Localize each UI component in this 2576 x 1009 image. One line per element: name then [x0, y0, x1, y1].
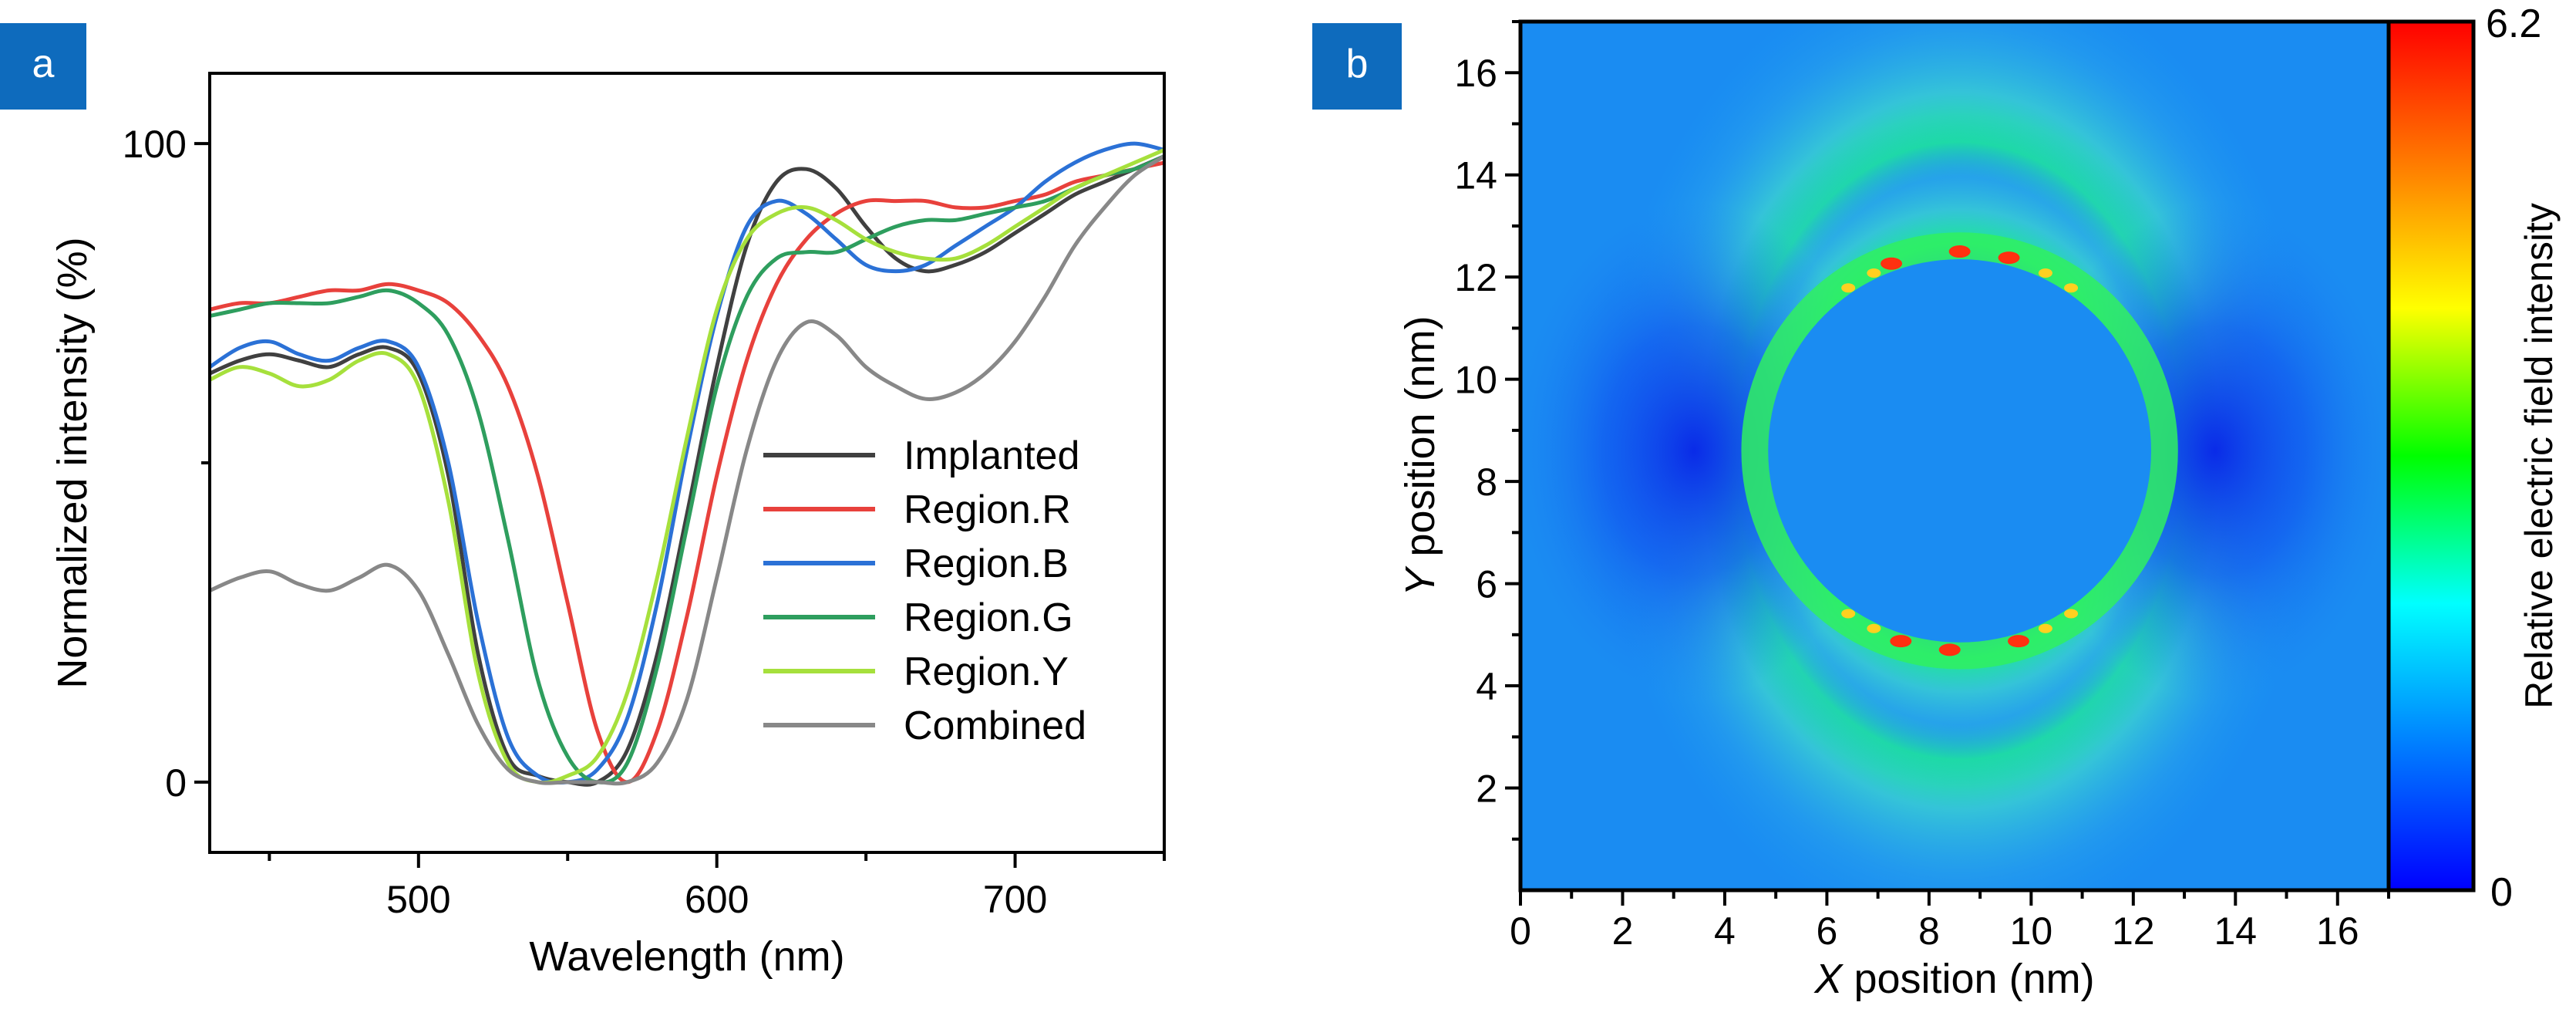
legend-label: Implanted	[904, 434, 1079, 478]
legend-label: Region.B	[904, 542, 1069, 586]
x-axis-label-a: Wavelength (nm)	[529, 933, 844, 980]
y-axis-label-b: Y position (nm)	[1397, 316, 1443, 596]
legend-label: Region.Y	[904, 650, 1069, 694]
y-axis-label-a: Normalized intensity (%)	[49, 237, 96, 688]
hotspot-minor	[2064, 283, 2079, 293]
hotspot-minor	[1867, 623, 1881, 633]
y-tick-label-b: 12	[1454, 256, 1497, 299]
colorbar: 6.2 0 Relative electric field intensity	[2386, 2, 2561, 915]
hotspot	[1998, 251, 2020, 265]
panel-a: a 500 600 700 0 100 Wavelength (nm) Normaliz…	[0, 23, 1166, 980]
hotspot-minor	[2064, 609, 2079, 619]
x-tick-label-b: 8	[1918, 909, 1940, 953]
x-tick-label-a: 700	[983, 878, 1047, 921]
hotspot	[1890, 635, 1912, 648]
chart-a-ticks: 500 600 700 0 100	[123, 123, 1166, 921]
hotspot	[2007, 635, 2029, 648]
y-tick-label-a: 0	[165, 761, 187, 805]
x-tick-label-b: 16	[2316, 909, 2359, 953]
legend-label: Region.G	[904, 596, 1073, 640]
legend-a: Implanted Region.R Region.B Region.G Region.…	[763, 434, 1086, 748]
hotspot-minor	[2038, 268, 2052, 278]
particle-interior	[1768, 258, 2152, 643]
y-tick-label-b: 10	[1454, 359, 1497, 402]
panel-a-badge: a	[0, 23, 86, 110]
hotspot-minor	[1867, 268, 1881, 278]
panel-b-badge: b	[1312, 23, 1402, 110]
colorbar-label: Relative electric field intensity	[2517, 203, 2561, 709]
hotspot	[1881, 257, 1903, 270]
panel-b-label: b	[1346, 42, 1369, 86]
x-tick-label-b: 14	[2214, 909, 2257, 953]
x-tick-label-a: 500	[386, 878, 450, 921]
series-line-region-b	[208, 141, 1165, 785]
hotspot-minor	[2038, 623, 2052, 633]
series-line-region-g	[209, 154, 1166, 785]
y-tick-label-a: 100	[123, 123, 187, 166]
chart-b-ticks: 0 2 4 6 8 10 12 14 16 2 4 6 8 10 12 14 16	[1454, 20, 2390, 953]
hotspot	[1938, 643, 1961, 656]
panel-b: b 0 2 4 6 8 10 12 14 16 2 4 6 8 10 12 14 16 X position (…	[1312, 2, 2561, 1002]
x-tick-label-b: 2	[1612, 909, 1634, 953]
panel-a-label: a	[32, 42, 55, 86]
colorbar-gradient	[2386, 19, 2476, 893]
x-axis-label-b: X position (nm)	[1813, 956, 2094, 1002]
y-tick-label-b: 8	[1476, 461, 1497, 504]
legend-label: Region.R	[904, 488, 1071, 532]
hotspot-minor	[1841, 283, 1856, 293]
y-tick-label-b: 16	[1454, 52, 1497, 95]
colorbar-min-label: 0	[2490, 870, 2513, 915]
x-tick-label-b: 12	[2112, 909, 2155, 953]
x-tick-label-b: 10	[2010, 909, 2053, 953]
series-line-implanted	[208, 154, 1166, 787]
hotspot-minor	[1841, 609, 1856, 619]
series-line-combined	[208, 154, 1166, 786]
series-line-region-y	[208, 148, 1166, 785]
field-intensity-map	[1520, 22, 2389, 890]
colorbar-max-label: 6.2	[2486, 2, 2541, 46]
hotspot	[1948, 245, 1971, 258]
y-tick-label-b: 4	[1476, 665, 1497, 708]
y-tick-label-b: 14	[1454, 154, 1497, 197]
x-tick-label-b: 0	[1510, 909, 1531, 953]
legend-label: Combined	[904, 704, 1086, 748]
y-tick-label-b: 6	[1476, 563, 1497, 606]
x-tick-label-b: 4	[1714, 909, 1736, 953]
chart-a-series	[208, 141, 1166, 787]
series-line-region-r	[209, 160, 1165, 785]
x-tick-label-b: 6	[1817, 909, 1838, 953]
x-tick-label-a: 600	[685, 878, 749, 921]
y-tick-label-b: 2	[1476, 768, 1497, 811]
